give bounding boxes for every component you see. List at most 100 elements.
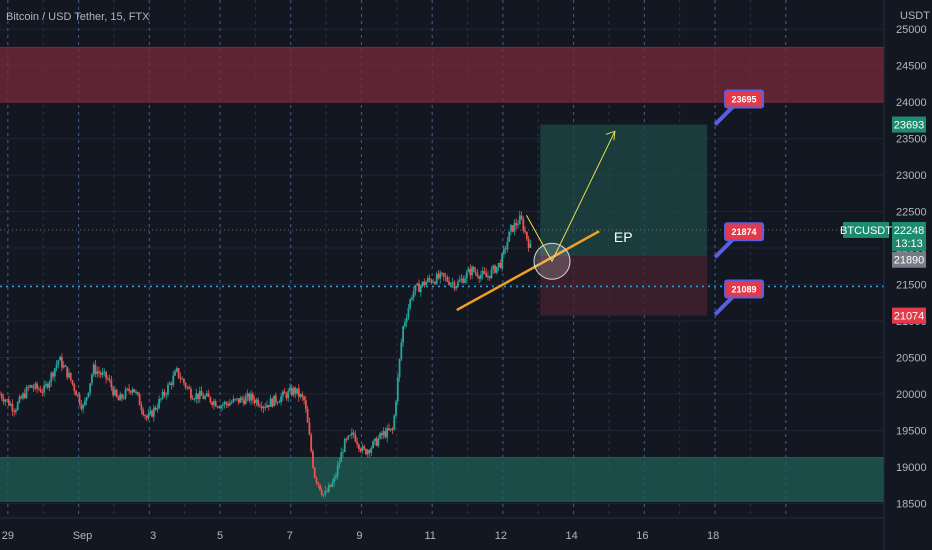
candle-body — [382, 431, 385, 436]
candle-body — [405, 317, 408, 323]
candle-body — [220, 405, 222, 408]
candle-body — [359, 449, 362, 452]
candle-body — [322, 494, 325, 496]
candle-body — [68, 372, 70, 378]
candle-body — [122, 398, 125, 399]
candle-body — [50, 372, 53, 382]
candle-body — [177, 368, 180, 378]
candle-body — [276, 402, 279, 404]
callout-label: 21089 — [732, 285, 757, 295]
candle-body — [167, 384, 169, 395]
candle-body — [395, 401, 397, 416]
y-tick-label: 19500 — [896, 425, 927, 437]
candle-body — [244, 396, 247, 405]
x-tick-label: Sep — [73, 530, 93, 542]
candle-body — [216, 406, 219, 408]
candle-body — [453, 282, 456, 289]
candle-body — [99, 373, 102, 375]
candle-body — [121, 394, 123, 399]
candle-body — [246, 393, 249, 397]
candle-body — [349, 434, 351, 436]
candle-body — [393, 415, 396, 430]
candle-body — [474, 271, 477, 273]
candle-body — [481, 271, 484, 275]
candle-body — [402, 326, 405, 343]
candle-body — [213, 401, 215, 406]
candle-body — [529, 243, 532, 248]
candle-body — [513, 222, 516, 232]
candle-body — [236, 398, 238, 400]
candle-body — [181, 378, 184, 380]
candle-body — [57, 360, 60, 365]
candle-body — [142, 410, 145, 416]
candle-body — [211, 402, 214, 406]
candle-body — [365, 449, 367, 455]
candle-body — [310, 434, 313, 452]
candle-body — [20, 396, 23, 399]
candle-body — [467, 268, 470, 273]
candle-body — [522, 219, 525, 231]
candle-body — [106, 378, 109, 380]
candle-body — [520, 215, 523, 220]
candle-body — [444, 276, 447, 278]
candle-body — [41, 392, 44, 393]
candle-body — [112, 387, 115, 396]
candle-body — [209, 396, 212, 403]
candle-body — [502, 248, 505, 254]
candle-body — [234, 398, 237, 400]
candle-body — [32, 387, 35, 389]
candle-body — [80, 403, 83, 409]
candle-body — [460, 278, 463, 281]
candle-body — [248, 393, 251, 401]
x-tick-label: 18 — [707, 530, 719, 542]
x-tick-label: 11 — [425, 530, 436, 542]
x-tick-label: 9 — [356, 530, 362, 542]
symbol-tag — [843, 221, 889, 238]
callout-box — [724, 222, 765, 242]
candle-body — [46, 384, 49, 388]
candle-body — [517, 224, 519, 226]
price-tag — [892, 307, 926, 324]
candle-body — [182, 378, 185, 383]
candle-body — [163, 391, 166, 396]
candle-body — [435, 273, 438, 284]
candle-body — [421, 281, 424, 287]
candle-body — [204, 395, 206, 399]
candle-body — [124, 389, 127, 399]
candle-body — [126, 388, 129, 390]
y-tick-label: 23000 — [896, 170, 927, 182]
candle-body — [108, 378, 111, 381]
y-axis-panel — [884, 0, 932, 550]
candle-body — [504, 248, 507, 250]
candle-body — [193, 398, 196, 400]
candle-body — [425, 281, 427, 286]
callout-label: 21874 — [732, 227, 757, 237]
trendline — [456, 230, 600, 312]
candle-body — [168, 383, 171, 385]
candle-body — [205, 393, 208, 396]
candle-body — [524, 230, 526, 232]
candle-body — [338, 462, 341, 466]
candle-body — [418, 283, 420, 292]
candle-body — [361, 446, 364, 452]
candle-body — [184, 382, 187, 388]
candle-body — [389, 428, 392, 431]
candle-body — [363, 446, 366, 450]
candle-body — [303, 396, 305, 401]
candle-body — [11, 403, 14, 411]
candle-body — [170, 383, 173, 385]
price-tag — [892, 234, 926, 251]
candle-body — [250, 393, 252, 401]
candle-body — [372, 441, 374, 448]
price-tag-label: 23693 — [894, 120, 925, 132]
candle-body — [396, 377, 399, 402]
candle-body — [400, 342, 403, 360]
chart-title: Bitcoin / USD Tether, 15, FTX — [6, 11, 150, 23]
candle-body — [241, 397, 244, 400]
candle-body — [66, 366, 69, 378]
candle-body — [432, 281, 435, 283]
candle-body — [230, 402, 233, 404]
candle-body — [342, 452, 344, 453]
candle-body — [409, 299, 412, 309]
